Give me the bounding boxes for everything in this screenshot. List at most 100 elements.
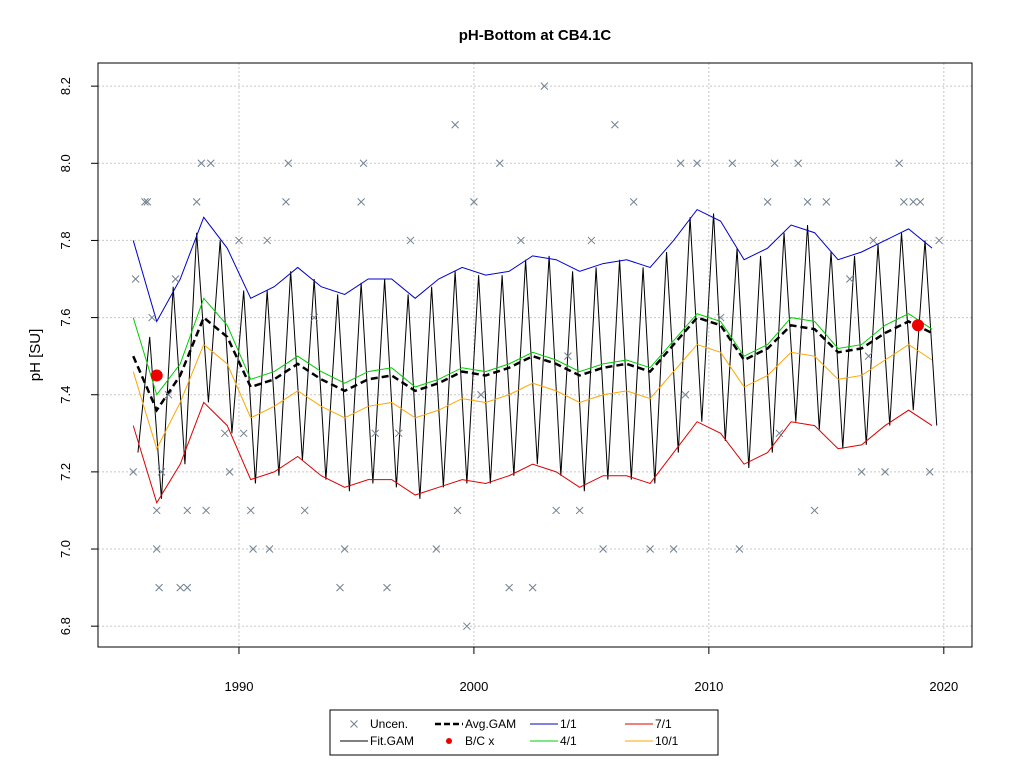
data-point (202, 506, 210, 515)
y-tick-label: 7.6 (58, 309, 73, 327)
data-point (300, 506, 309, 515)
legend-label: Uncen. (370, 717, 408, 731)
data-point (599, 545, 607, 553)
data-point (611, 120, 619, 129)
data-point (669, 545, 678, 553)
data-point (336, 583, 344, 592)
data-point (552, 506, 560, 515)
data-point (359, 159, 368, 168)
data-point (206, 159, 215, 168)
data-point (716, 313, 725, 322)
data-point (451, 120, 459, 129)
data-point (564, 352, 572, 361)
data-point (794, 159, 802, 168)
data-point (763, 198, 772, 206)
x-tick-label: 2010 (694, 679, 723, 694)
data-point (857, 468, 866, 476)
data-point (909, 198, 918, 206)
data-point (935, 236, 943, 245)
data-point (249, 545, 257, 553)
data-point (282, 198, 290, 206)
data-point (129, 468, 138, 476)
data-point (235, 236, 243, 245)
data-point (540, 82, 549, 90)
data-point (895, 159, 904, 168)
data-point (383, 583, 391, 592)
axes: 1990 2000 2010 2020 6.8 7.0 7.2 7.4 7.6 7.8 8.0 8.2 (58, 77, 958, 694)
data-point (310, 313, 319, 322)
data-point (495, 159, 504, 168)
data-point (340, 545, 349, 553)
data-point (176, 583, 185, 592)
data-point (822, 198, 831, 206)
data-point (394, 429, 403, 438)
data-point (470, 198, 478, 206)
data-dot (911, 319, 924, 332)
legend: Uncen. Fit.GAM Avg.GAM B/C x 1/1 4/1 7/1 10/1 (340, 717, 679, 748)
data-point (517, 236, 525, 245)
data-point (735, 545, 744, 553)
data-point (192, 198, 201, 206)
data-point (157, 468, 166, 476)
y-tick-label: 8.0 (58, 154, 73, 172)
data-point (239, 429, 248, 438)
data-point (225, 468, 234, 476)
chart-title: pH-Bottom at CB4.1C (459, 27, 612, 44)
data-point (357, 198, 365, 206)
data-point (284, 159, 293, 168)
data-point (371, 429, 380, 438)
series-line (132, 297, 933, 396)
data-point (528, 583, 537, 592)
data-point (183, 506, 192, 515)
data-point (477, 390, 485, 399)
y-tick-label: 7.0 (58, 540, 73, 558)
series-line (132, 343, 933, 451)
legend-label: Fit.GAM (370, 734, 414, 748)
data-point (131, 275, 140, 283)
data-point (152, 506, 161, 515)
data-point (505, 583, 514, 592)
series-line (132, 401, 933, 504)
data-point (587, 236, 596, 245)
y-tick-label: 8.2 (58, 77, 73, 95)
y-tick-label: 7.8 (58, 231, 73, 249)
data-dot (150, 369, 163, 382)
data-point (869, 236, 878, 245)
data-point (629, 198, 638, 206)
legend-label: 7/1 (655, 717, 672, 731)
y-tick-label: 6.8 (58, 617, 73, 635)
data-point (728, 159, 737, 168)
data-point (463, 622, 471, 631)
y-tick-label: 7.2 (58, 463, 73, 481)
legend-label: 1/1 (560, 717, 577, 731)
data-point (148, 313, 156, 322)
data-point (171, 275, 180, 283)
series-line (137, 213, 938, 499)
data-point (432, 545, 441, 553)
legend-label: Avg.GAM (465, 717, 516, 731)
legend-symbol (350, 720, 358, 728)
data-point (900, 198, 908, 206)
data-point (916, 198, 925, 206)
data-point (263, 236, 272, 245)
data-point (575, 506, 584, 515)
data-point (197, 159, 206, 168)
data-point (864, 352, 873, 361)
grid (98, 63, 972, 647)
data-point (775, 429, 784, 438)
data-point (221, 429, 229, 438)
legend-label: B/C x (465, 734, 494, 748)
x-tick-label: 2000 (459, 679, 488, 694)
data-point (141, 198, 149, 206)
data-point (155, 583, 163, 592)
legend-label: 4/1 (560, 734, 577, 748)
data-point (246, 506, 255, 515)
data-point (152, 545, 161, 553)
y-axis-label: pH [SU] (27, 329, 44, 382)
data-point (845, 275, 854, 283)
series-line (132, 208, 933, 323)
data-point (646, 545, 654, 553)
legend-symbol (446, 738, 452, 744)
